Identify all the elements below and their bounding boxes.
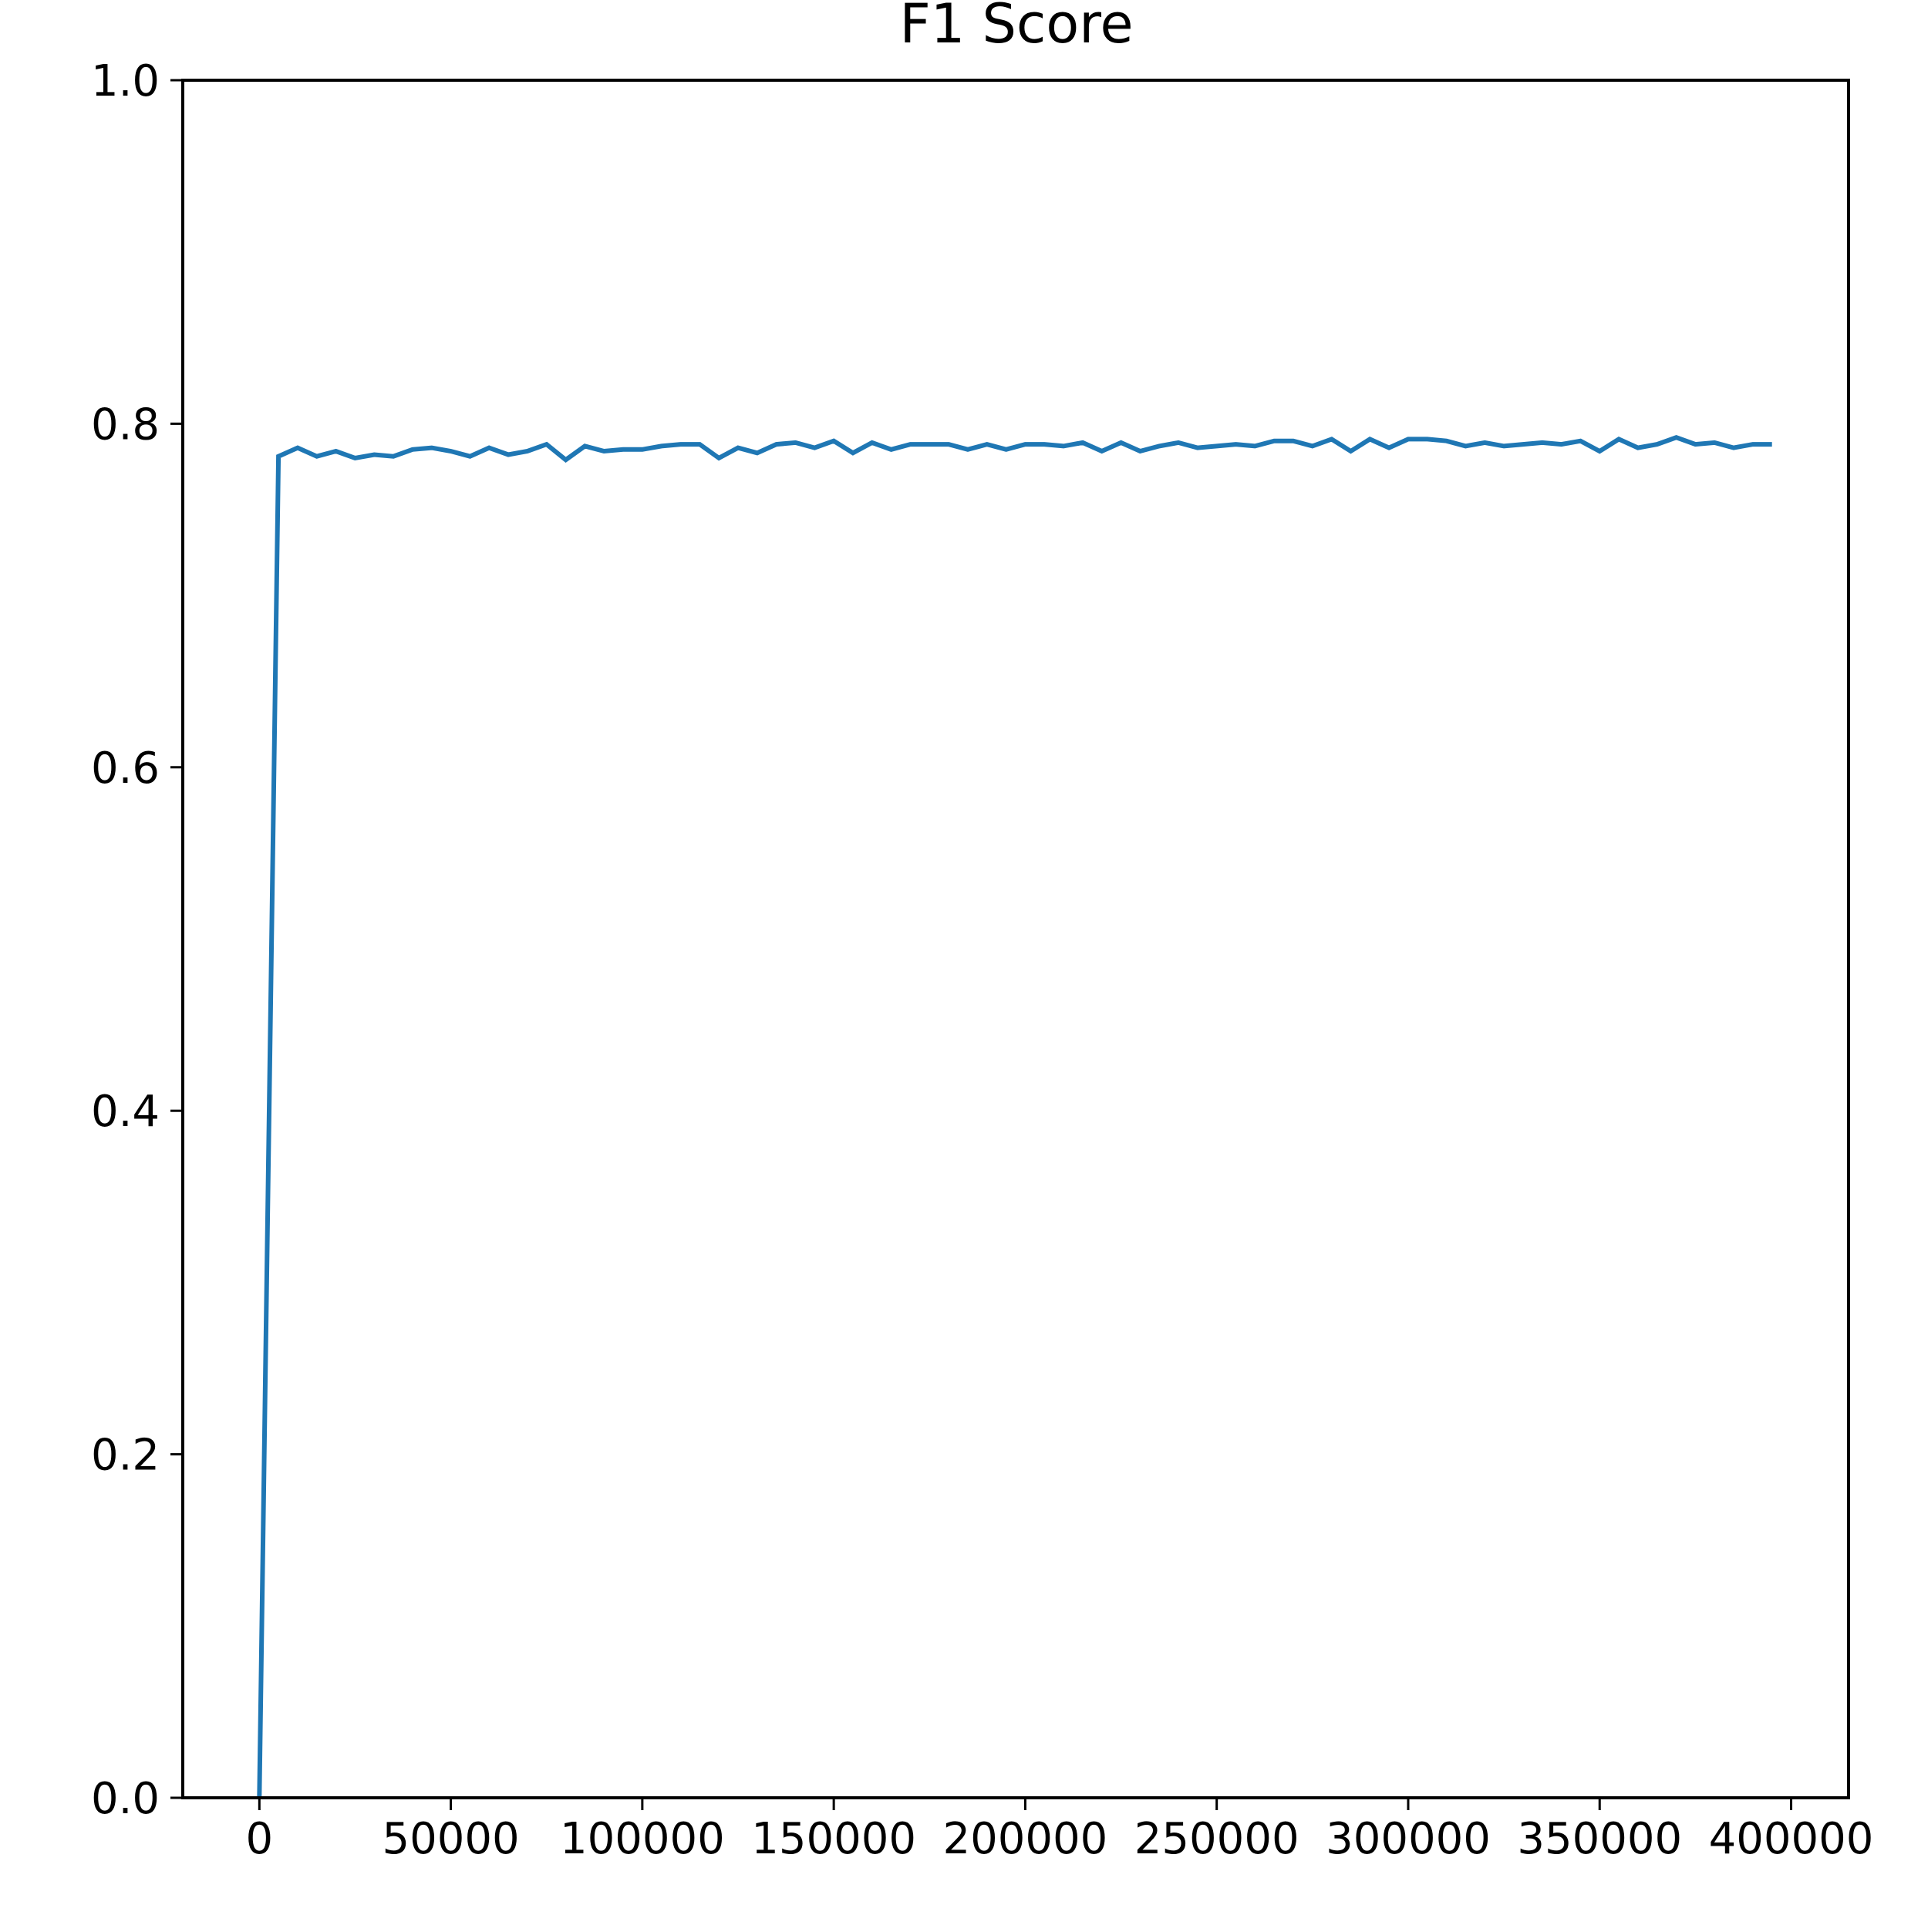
y-tick-label: 0.2 [91, 1431, 160, 1481]
x-tick-label: 50000 [383, 1814, 520, 1864]
x-tick-label: 150000 [751, 1814, 916, 1864]
x-tick-label: 200000 [943, 1814, 1108, 1864]
y-tick-label: 1.0 [91, 56, 160, 106]
x-tick-label: 250000 [1134, 1814, 1299, 1864]
y-tick-label: 0.8 [91, 400, 160, 450]
plot-frame [181, 79, 1850, 1799]
y-tick-label: 0.4 [91, 1087, 160, 1137]
x-tick-label: 350000 [1517, 1814, 1682, 1864]
chart-title: F1 Score [899, 0, 1133, 56]
y-tick-label: 0.6 [91, 743, 160, 794]
y-tick-label: 0.0 [91, 1774, 160, 1824]
x-tick-label: 400000 [1709, 1814, 1874, 1864]
x-tick-label: 300000 [1326, 1814, 1491, 1864]
x-tick-label: 100000 [560, 1814, 725, 1864]
y-axis-ticks: 0.0 0.2 0.4 0.6 0.8 1.0 [91, 56, 183, 1824]
x-tick-label: 0 [245, 1814, 273, 1864]
series-line [257, 435, 1772, 1799]
x-axis-ticks: 0 50000 100000 150000 200000 250000 300000 3500… [245, 1798, 1873, 1864]
series-layer [257, 435, 1772, 1799]
